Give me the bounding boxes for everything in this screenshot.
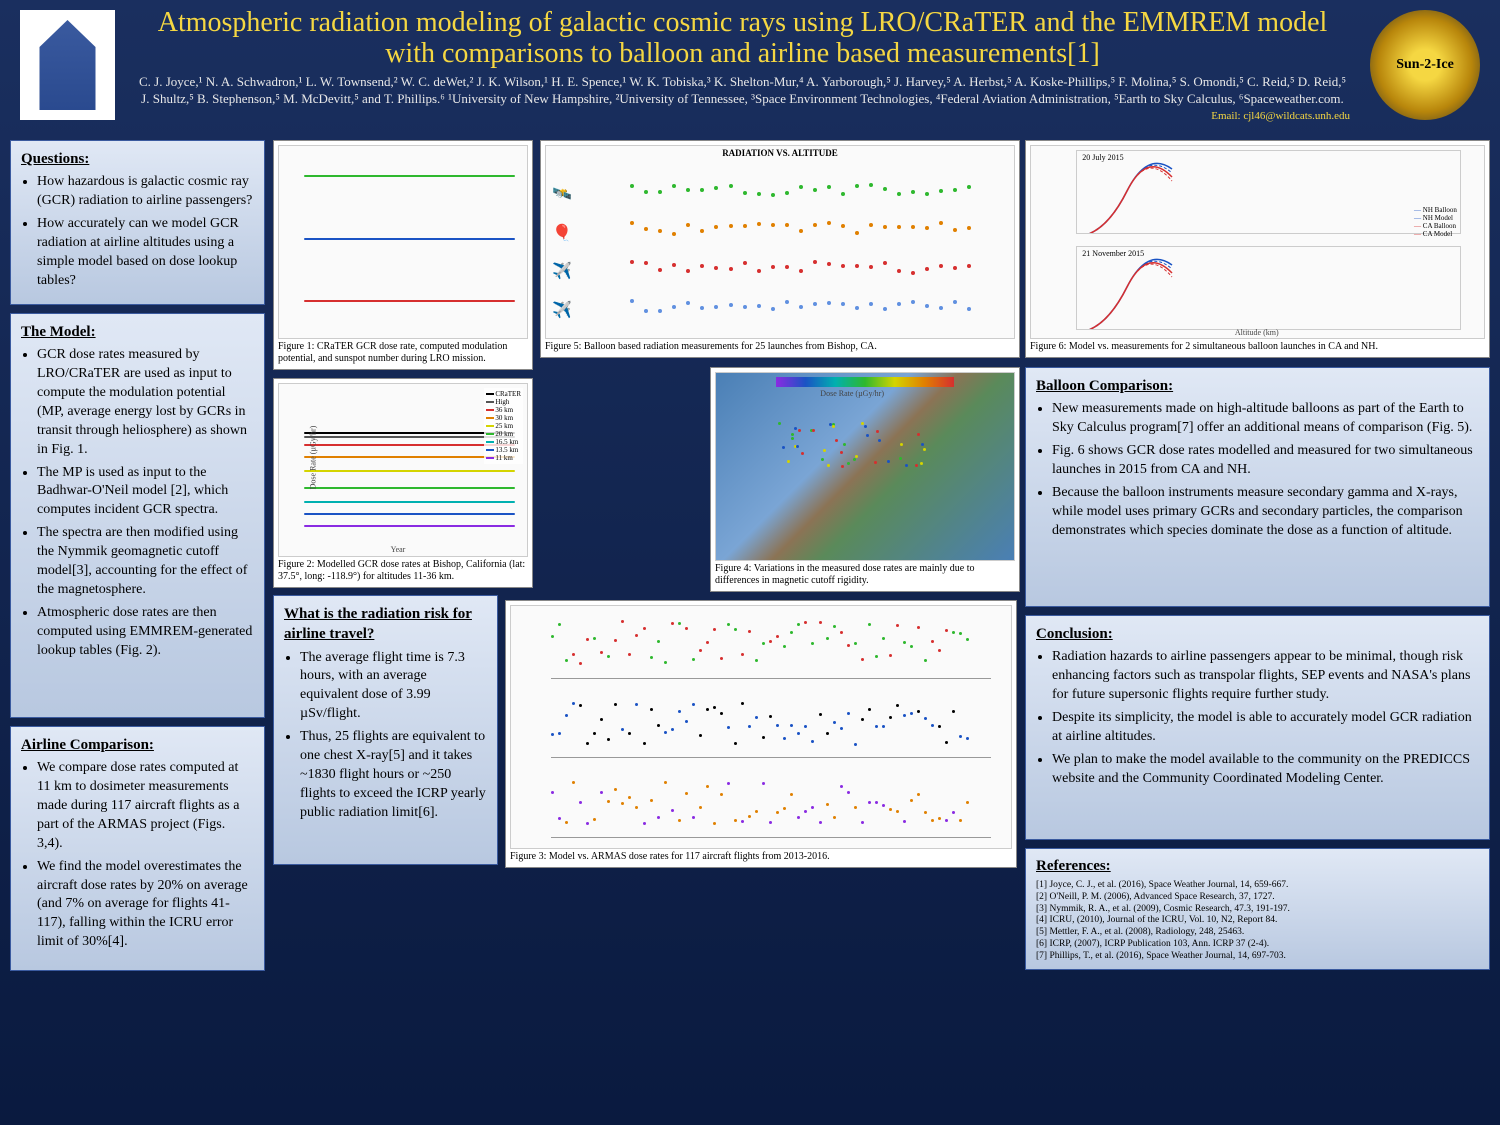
references-item: [4] ICRU, (2010), Journal of the ICRU, V… [1036, 915, 1479, 927]
figure-5: RADIATION VS. ALTITUDE🛰️🎈✈️✈️Figure 5: B… [540, 140, 1020, 358]
balloon-panel: Balloon Comparison: New measurements made… [1025, 367, 1490, 607]
chart-area: Dose Rate (µGy/hr) [715, 372, 1015, 561]
model-item: GCR dose rates measured by LRO/CRaTER ar… [37, 346, 254, 459]
poster-header: Atmospheric radiation modeling of galact… [0, 0, 1500, 130]
authors-list: C. J. Joyce,¹ N. A. Schwadron,¹ L. W. To… [135, 74, 1350, 108]
references-title: References: [1036, 857, 1479, 876]
model-item: The spectra are then modified using the … [37, 524, 254, 600]
figure-2: Dose Rate (µGy/hr)Year CRaTER High 36 km… [273, 378, 533, 588]
model-item: Atmospheric dose rates are then computed… [37, 604, 254, 661]
figure-caption: Figure 4: Variations in the measured dos… [715, 561, 1015, 587]
conclusion-item: Radiation hazards to airline passengers … [1052, 648, 1479, 705]
figure-6: 20 July 201521 November 2015— NH Balloon… [1025, 140, 1490, 358]
contact-email: Email: cjl46@wildcats.unh.edu [135, 110, 1350, 122]
risk-item: The average flight time is 7.3 hours, wi… [300, 649, 487, 725]
risk-panel: What is the radiation risk for airline t… [273, 595, 498, 865]
airline-item: We find the model overestimates the airc… [37, 858, 254, 952]
model-title: The Model: [21, 322, 254, 342]
questions-panel: Questions: How hazardous is galactic cosm… [10, 140, 265, 305]
balloon-item: New measurements made on high-altitude b… [1052, 400, 1479, 438]
balloon-item: Because the balloon instruments measure … [1052, 484, 1479, 541]
conclusion-panel: Conclusion: Radiation hazards to airline … [1025, 615, 1490, 840]
references-item: [1] Joyce, C. J., et al. (2016), Space W… [1036, 880, 1479, 892]
balloon-item: Fig. 6 shows GCR dose rates modelled and… [1052, 442, 1479, 480]
questions-item: How accurately can we model GCR radiatio… [37, 215, 254, 291]
risk-item: Thus, 25 flights are equivalent to one c… [300, 728, 487, 822]
questions-item: How hazardous is galactic cosmic ray (GC… [37, 173, 254, 211]
chart-area: Dose Rate (µGy/hr)Year CRaTER High 36 km… [278, 383, 528, 557]
chart-area: 20 July 201521 November 2015— NH Balloon… [1030, 145, 1485, 339]
figure-4: Dose Rate (µGy/hr)Figure 4: Variations i… [710, 367, 1020, 592]
poster-title: Atmospheric radiation modeling of galact… [135, 8, 1350, 70]
conclusion-item: Despite its simplicity, the model is abl… [1052, 709, 1479, 747]
balloon-title: Balloon Comparison: [1036, 376, 1479, 396]
questions-title: Questions: [21, 149, 254, 169]
unh-logo-box [20, 10, 115, 120]
risk-title: What is the radiation risk for airline t… [284, 604, 487, 645]
airline-title: Airline Comparison: [21, 735, 254, 755]
airline-panel: Airline Comparison: We compare dose rates… [10, 726, 265, 971]
conclusion-item: We plan to make the model available to t… [1052, 751, 1479, 789]
references-item: [5] Mettler, F. A., et al. (2008), Radio… [1036, 927, 1479, 939]
figure-caption: Figure 6: Model vs. measurements for 2 s… [1030, 339, 1485, 353]
references-item: [7] Phillips, T., et al. (2016), Space W… [1036, 951, 1479, 963]
references-item: [6] ICRP, (2007), ICRP Publication 103, … [1036, 939, 1479, 951]
chart-area: RADIATION VS. ALTITUDE🛰️🎈✈️✈️ [545, 145, 1015, 339]
figure-3: Figure 3: Model vs. ARMAS dose rates for… [505, 600, 1017, 868]
references-item: [2] O'Neill, P. M. (2006), Advanced Spac… [1036, 892, 1479, 904]
model-panel: The Model: GCR dose rates measured by LRO… [10, 313, 265, 718]
model-item: The MP is used as input to the Badhwar-O… [37, 464, 254, 521]
figure-caption: Figure 1: CRaTER GCR dose rate, computed… [278, 339, 528, 365]
figure-caption: Figure 5: Balloon based radiation measur… [545, 339, 1015, 353]
conclusion-title: Conclusion: [1036, 624, 1479, 644]
figure-1: Figure 1: CRaTER GCR dose rate, computed… [273, 140, 533, 370]
sun2ice-logo: Sun-2-Ice [1370, 10, 1480, 120]
airline-item: We compare dose rates computed at 11 km … [37, 759, 254, 853]
title-area: Atmospheric radiation modeling of galact… [135, 8, 1350, 121]
poster-content: Questions: How hazardous is galactic cosm… [10, 135, 1490, 1115]
references-item: [3] Nymmik, R. A., et al. (2009), Cosmic… [1036, 904, 1479, 916]
figure-caption: Figure 2: Modelled GCR dose rates at Bis… [278, 557, 528, 583]
chart-area [510, 605, 1012, 849]
unh-tower-icon [33, 20, 103, 110]
references-panel: References: [1] Joyce, C. J., et al. (201… [1025, 848, 1490, 970]
chart-area [278, 145, 528, 339]
figure-caption: Figure 3: Model vs. ARMAS dose rates for… [510, 849, 1012, 863]
